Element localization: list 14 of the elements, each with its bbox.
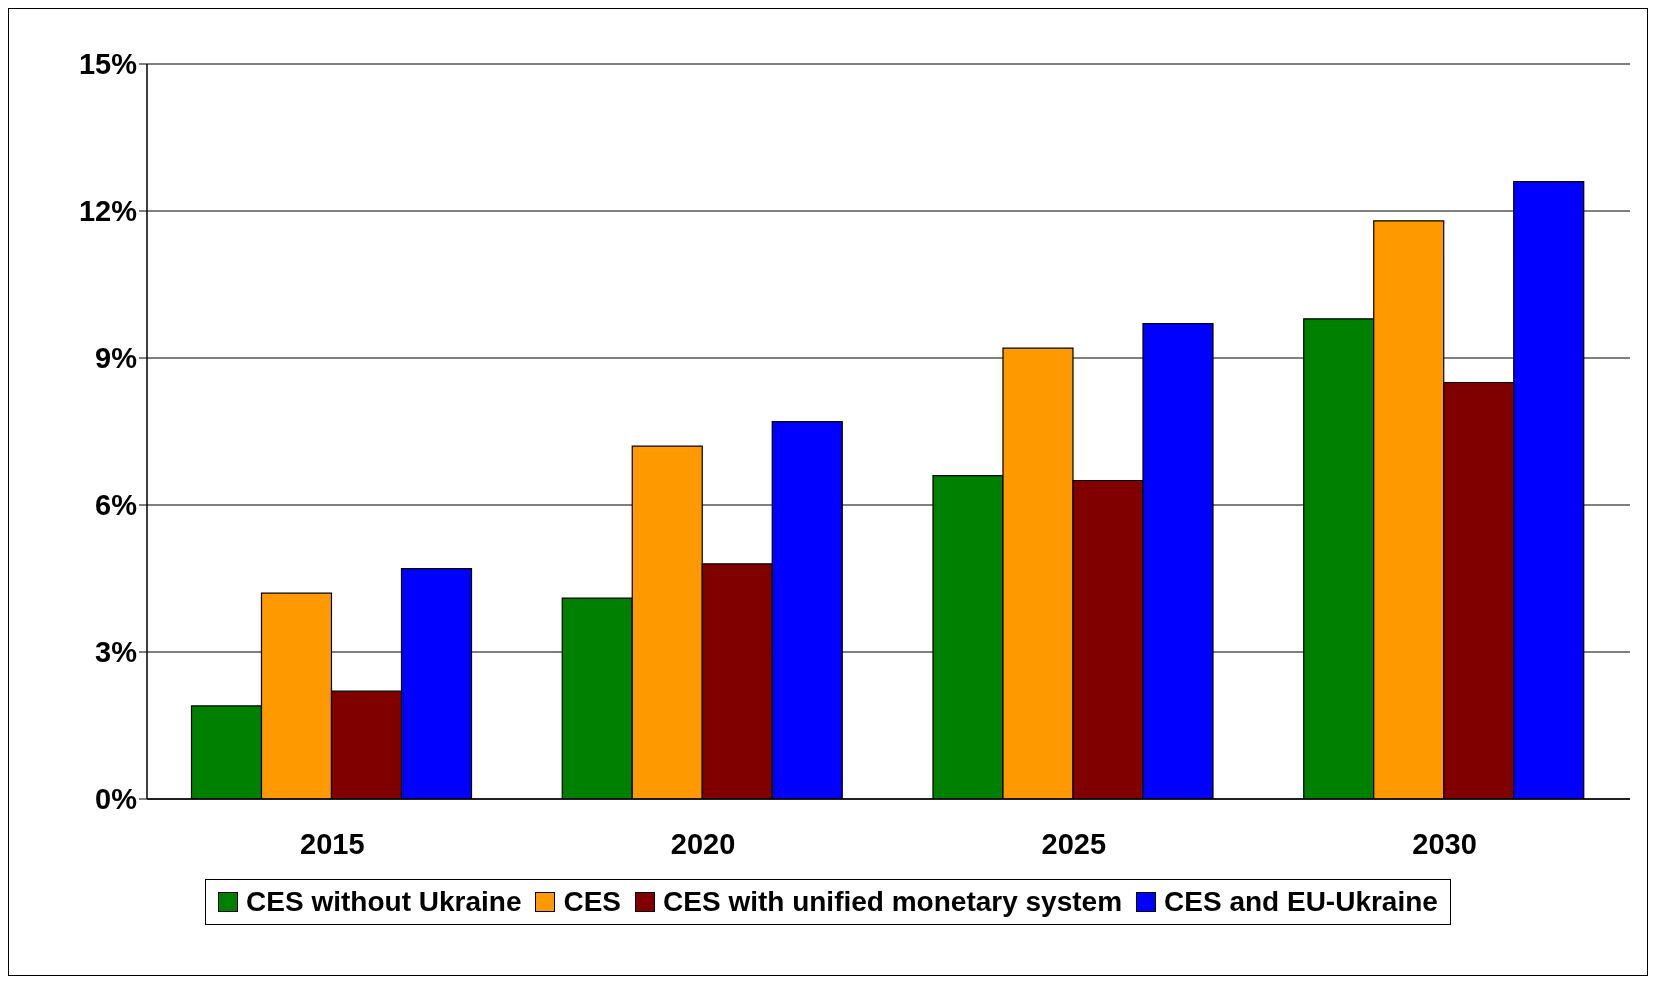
x-tick-label: 2015 <box>300 827 365 860</box>
y-tick-label: 9% <box>95 342 138 375</box>
legend-label: CES without Ukraine <box>246 886 522 918</box>
x-tick-label: 2020 <box>670 827 736 860</box>
y-tick-label: 12% <box>78 195 138 228</box>
legend-label: CES and EU-Ukraine <box>1164 886 1438 918</box>
legend-label: CES with unified monetary system <box>663 886 1123 918</box>
x-tick-label: 2025 <box>1041 827 1107 860</box>
legend-label: CES <box>563 886 622 918</box>
x-tick-label: 2030 <box>1412 827 1477 860</box>
y-tick-label: 15% <box>78 48 138 81</box>
y-tick-label: 6% <box>95 489 138 522</box>
y-tick-label: 0% <box>95 783 138 816</box>
y-tick-label: 3% <box>95 636 138 669</box>
